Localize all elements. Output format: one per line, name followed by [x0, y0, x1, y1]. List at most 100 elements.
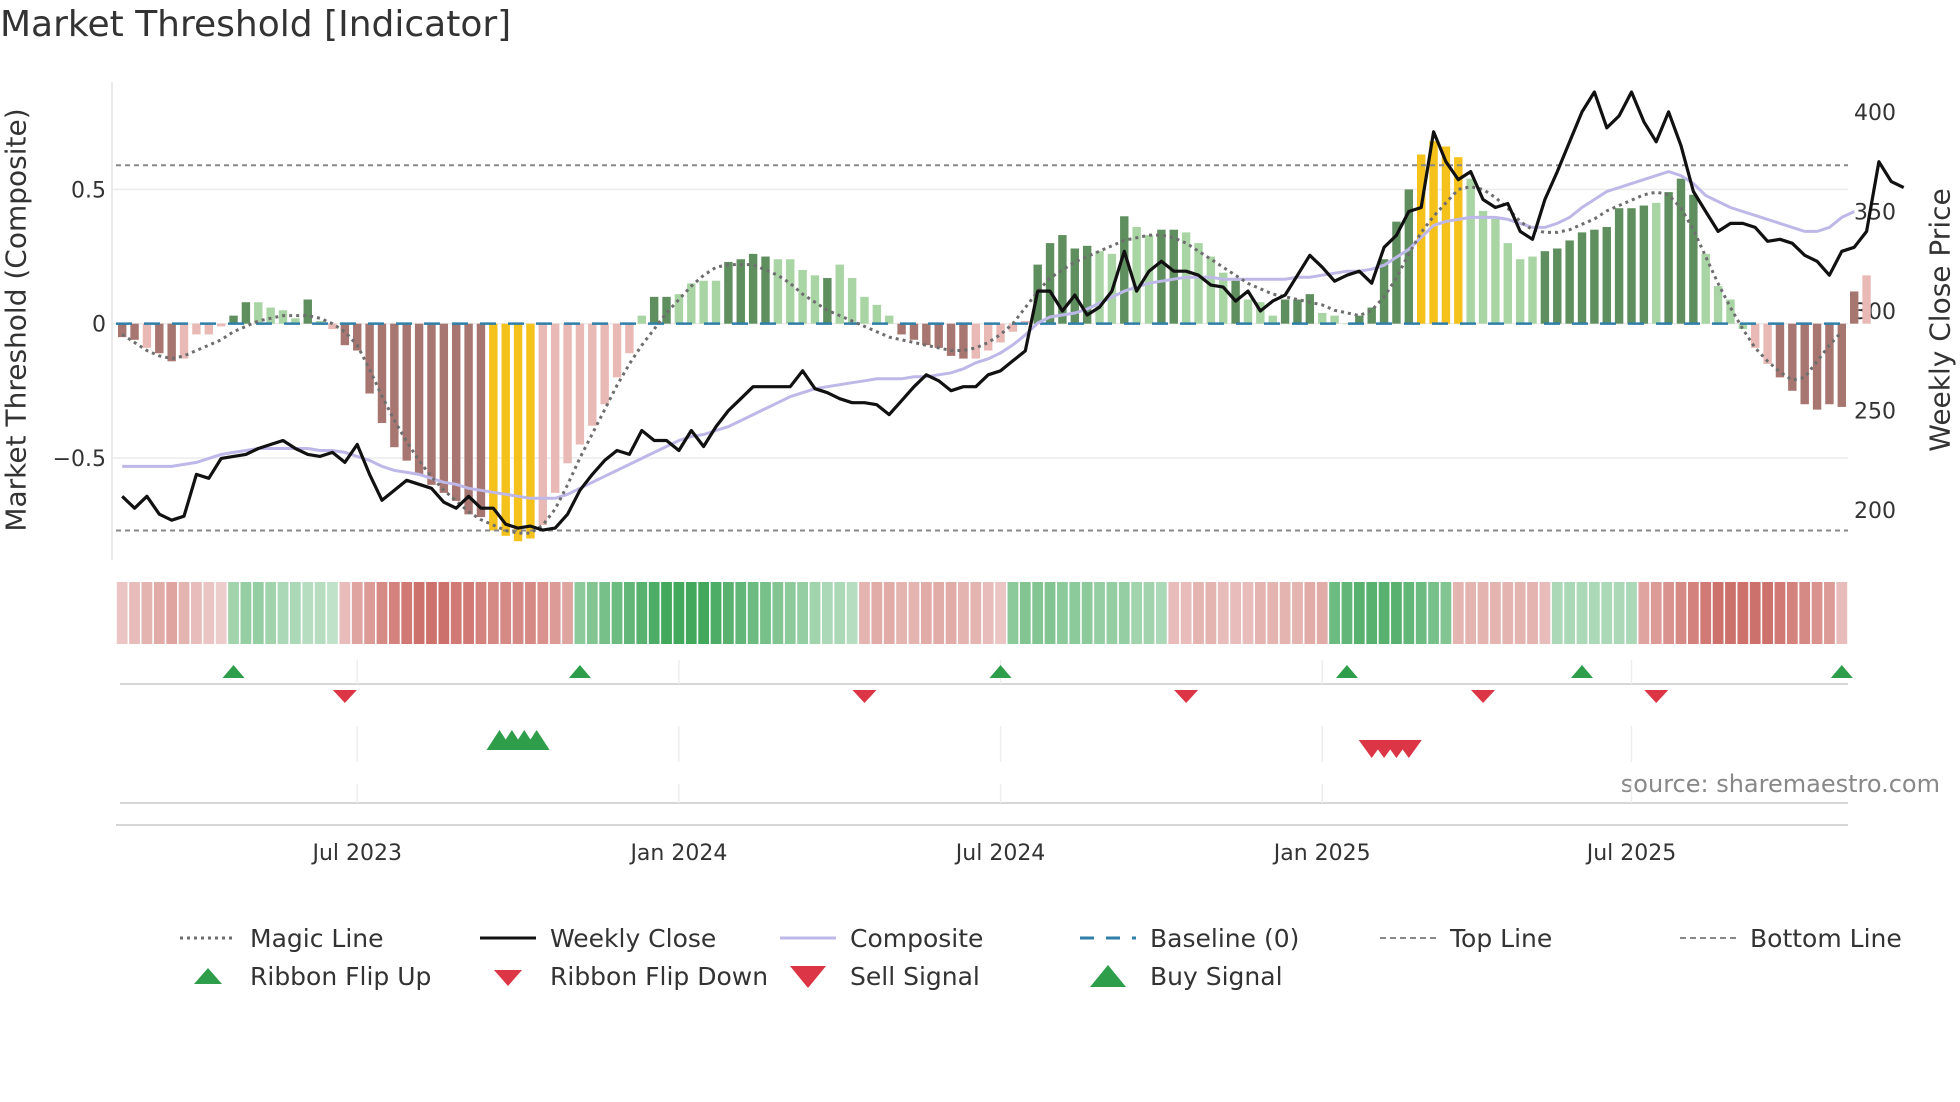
- legend-label: Buy Signal: [1150, 961, 1283, 991]
- ribbon-cell: [215, 582, 227, 644]
- composite-bar: [909, 323, 919, 340]
- ribbon-cell: [240, 582, 252, 644]
- composite-bar: [241, 302, 251, 324]
- ribbon-cell: [1316, 582, 1328, 644]
- ribbon-cell: [685, 582, 697, 644]
- ribbon-cell: [599, 582, 611, 644]
- ribbon-cell: [1019, 582, 1031, 644]
- ribbon-cell: [1551, 582, 1563, 644]
- composite-bar: [674, 294, 684, 324]
- legend-label: Magic Line: [250, 923, 384, 953]
- composite-bar: [934, 323, 943, 348]
- ribbon-cell: [426, 582, 437, 644]
- composite-bar: [1082, 245, 1092, 324]
- composite-bar: [377, 323, 387, 424]
- composite-bar: [823, 278, 832, 324]
- ribbon-cell: [475, 582, 487, 644]
- composite-bar: [1788, 323, 1797, 391]
- composite-bar: [167, 323, 176, 362]
- ribbon-cell: [1366, 582, 1378, 644]
- buy-signal-marker: [523, 730, 550, 750]
- ribbon-cell: [1094, 582, 1105, 644]
- composite-bar: [872, 304, 882, 324]
- weekly-close-line: [121, 90, 1905, 532]
- composite-bar: [526, 323, 535, 539]
- ribbon-cell: [450, 582, 462, 644]
- composite-bar: [798, 269, 807, 324]
- legend-label: Top Line: [1450, 923, 1553, 953]
- composite-bar: [130, 323, 139, 340]
- composite-bar: [1045, 243, 1055, 324]
- ribbon-cell: [1193, 582, 1204, 644]
- composite-bar: [1849, 291, 1859, 324]
- composite-bar: [1219, 272, 1228, 324]
- legend-label: Sell Signal: [850, 961, 980, 991]
- ribbon-cell: [1205, 582, 1217, 644]
- ribbon-cell: [252, 582, 264, 644]
- ribbon-cell: [463, 582, 474, 644]
- composite-bar: [1355, 315, 1364, 324]
- triangle-up-icon: [1090, 965, 1126, 987]
- composite-bar: [179, 323, 189, 359]
- ribbon-cell: [636, 582, 648, 644]
- composite-bar: [1342, 323, 1352, 325]
- ribbon-cell: [228, 582, 239, 644]
- ribbon-flip-up-marker: [1830, 665, 1853, 678]
- composite-bar: [810, 275, 820, 324]
- y-tick-label-right: 200: [1854, 499, 1896, 524]
- ribbon-cell: [908, 582, 920, 644]
- source-note: source: sharemaestro.com: [1620, 770, 1940, 798]
- composite-bar: [971, 323, 981, 359]
- composite-bar: [1800, 323, 1809, 405]
- composite-bar: [847, 278, 857, 324]
- ribbon-cell: [1440, 582, 1452, 644]
- magic-line: [121, 185, 1843, 535]
- ribbon-cell: [1774, 582, 1786, 644]
- legend-label: Ribbon Flip Down: [550, 961, 769, 991]
- composite-bar: [1812, 323, 1822, 410]
- ribbon-cell: [364, 582, 375, 644]
- composite-bar: [303, 299, 312, 324]
- ribbon-flip-down-marker: [1644, 690, 1669, 703]
- composite-bar: [835, 264, 844, 324]
- composite-bar: [1206, 256, 1216, 324]
- legend-ribbon-flip-down: Ribbon Flip Down: [480, 958, 768, 994]
- composite-bar: [885, 315, 894, 324]
- ribbon-flip-up-marker: [1571, 665, 1594, 678]
- legend-label: Ribbon Flip Up: [250, 961, 432, 991]
- legend-buy-signal: Buy Signal: [1080, 958, 1283, 994]
- ribbon-cell: [1069, 582, 1081, 644]
- ribbon-cell: [290, 582, 301, 644]
- ribbon-cell: [1490, 582, 1501, 644]
- ribbon-cell: [376, 582, 388, 644]
- ribbon-cell: [191, 582, 202, 644]
- ribbon-cell: [1131, 582, 1143, 644]
- composite-bar: [612, 323, 622, 378]
- composite-bar: [983, 323, 993, 351]
- composite-bar: [588, 323, 597, 426]
- ribbon-cell: [1786, 582, 1798, 644]
- ribbon-cell: [1304, 582, 1316, 644]
- ribbon-cell: [116, 582, 128, 644]
- composite-bar: [155, 323, 164, 354]
- composite-bar: [1293, 299, 1302, 324]
- ribbon-cell: [166, 582, 178, 644]
- ribbon-cell: [1403, 582, 1415, 644]
- triangle-down-icon: [790, 966, 826, 988]
- x-tick-label: Jan 2025: [1272, 841, 1371, 866]
- composite-bar: [489, 323, 498, 531]
- dashed-line-icon: [1380, 937, 1436, 939]
- ribbon-cell: [314, 582, 326, 644]
- ribbon-cell: [1465, 582, 1477, 644]
- composite-bar: [687, 283, 696, 324]
- ribbon-cell: [1811, 582, 1823, 644]
- composite-bar: [1825, 323, 1834, 405]
- ribbon-cell: [1514, 582, 1526, 644]
- composite-bar: [1639, 205, 1649, 324]
- legend-sell-signal: Sell Signal: [780, 958, 980, 994]
- composite-bar: [1157, 229, 1166, 324]
- composite-bar: [1751, 323, 1760, 348]
- composite-bar: [1652, 202, 1661, 324]
- composite-bar: [761, 256, 770, 324]
- ribbon-cell: [1292, 582, 1303, 644]
